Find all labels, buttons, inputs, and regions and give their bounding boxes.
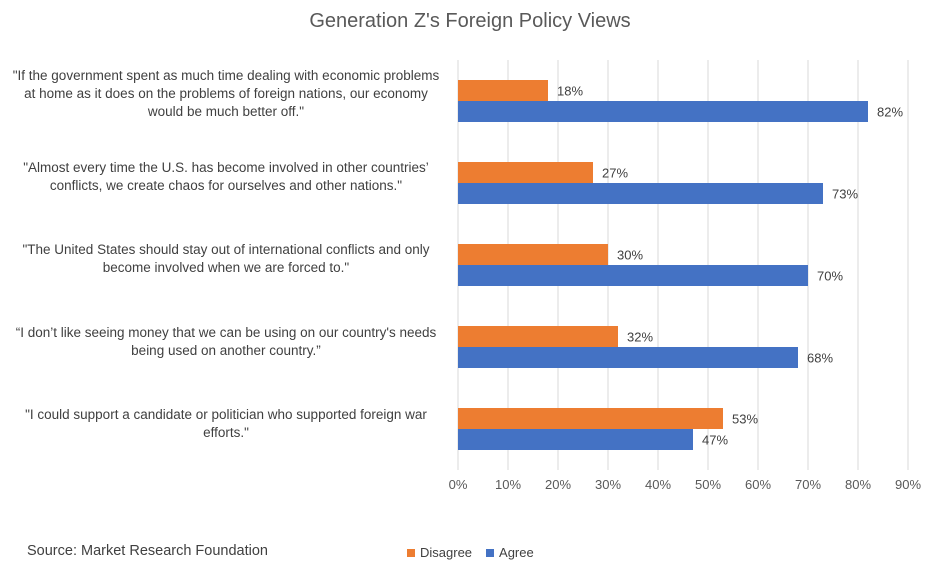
legend-swatch-agree <box>486 548 495 557</box>
category-label: "Almost every time the U.S. has become i… <box>23 160 429 193</box>
data-label: 27% <box>602 166 628 181</box>
data-label: 68% <box>807 351 833 366</box>
data-label: 73% <box>832 187 858 202</box>
bar-agree <box>458 429 693 450</box>
category-label: "If the government spent as much time de… <box>12 68 440 119</box>
x-tick-label: 70% <box>795 477 821 492</box>
x-tick-label: 80% <box>845 477 871 492</box>
x-tick-label: 20% <box>545 477 571 492</box>
legend-item-agree: Agree <box>486 545 534 560</box>
bar-disagree <box>458 244 608 265</box>
data-label: 30% <box>617 248 643 263</box>
data-label: 53% <box>732 412 758 427</box>
x-tick-label: 60% <box>745 477 771 492</box>
chart-title: Generation Z's Foreign Policy Views <box>309 10 631 32</box>
bar-disagree <box>458 162 593 183</box>
legend-item-disagree: Disagree <box>407 545 472 560</box>
category-label: "The United States should stay out of in… <box>22 242 430 275</box>
legend-label-agree: Agree <box>499 545 534 560</box>
data-label: 82% <box>877 105 903 120</box>
data-label: 47% <box>702 433 728 448</box>
legend: Disagree Agree <box>407 545 548 560</box>
bar-disagree <box>458 326 618 347</box>
data-label: 32% <box>627 330 653 345</box>
x-tick-label: 50% <box>695 477 721 492</box>
legend-label-disagree: Disagree <box>420 545 473 560</box>
data-label: 70% <box>817 269 843 284</box>
source-note: Source: Market Research Foundation <box>27 543 268 559</box>
bar-agree <box>458 183 823 204</box>
x-tick-label: 40% <box>645 477 671 492</box>
x-tick-label: 90% <box>895 477 921 492</box>
category-label: “I don’t like seeing money that we can b… <box>15 325 437 358</box>
bar-agree <box>458 347 798 368</box>
bar-disagree <box>458 80 548 101</box>
legend-swatch-disagree <box>407 548 415 557</box>
x-tick-label: 30% <box>595 477 621 492</box>
data-label: 18% <box>557 84 583 99</box>
bar-disagree <box>458 408 723 429</box>
x-tick-label: 10% <box>495 477 521 492</box>
bar-agree <box>458 101 868 122</box>
x-tick-label: 0% <box>449 477 468 492</box>
category-label: "I could support a candidate or politici… <box>25 407 427 440</box>
bar-agree <box>458 265 808 286</box>
